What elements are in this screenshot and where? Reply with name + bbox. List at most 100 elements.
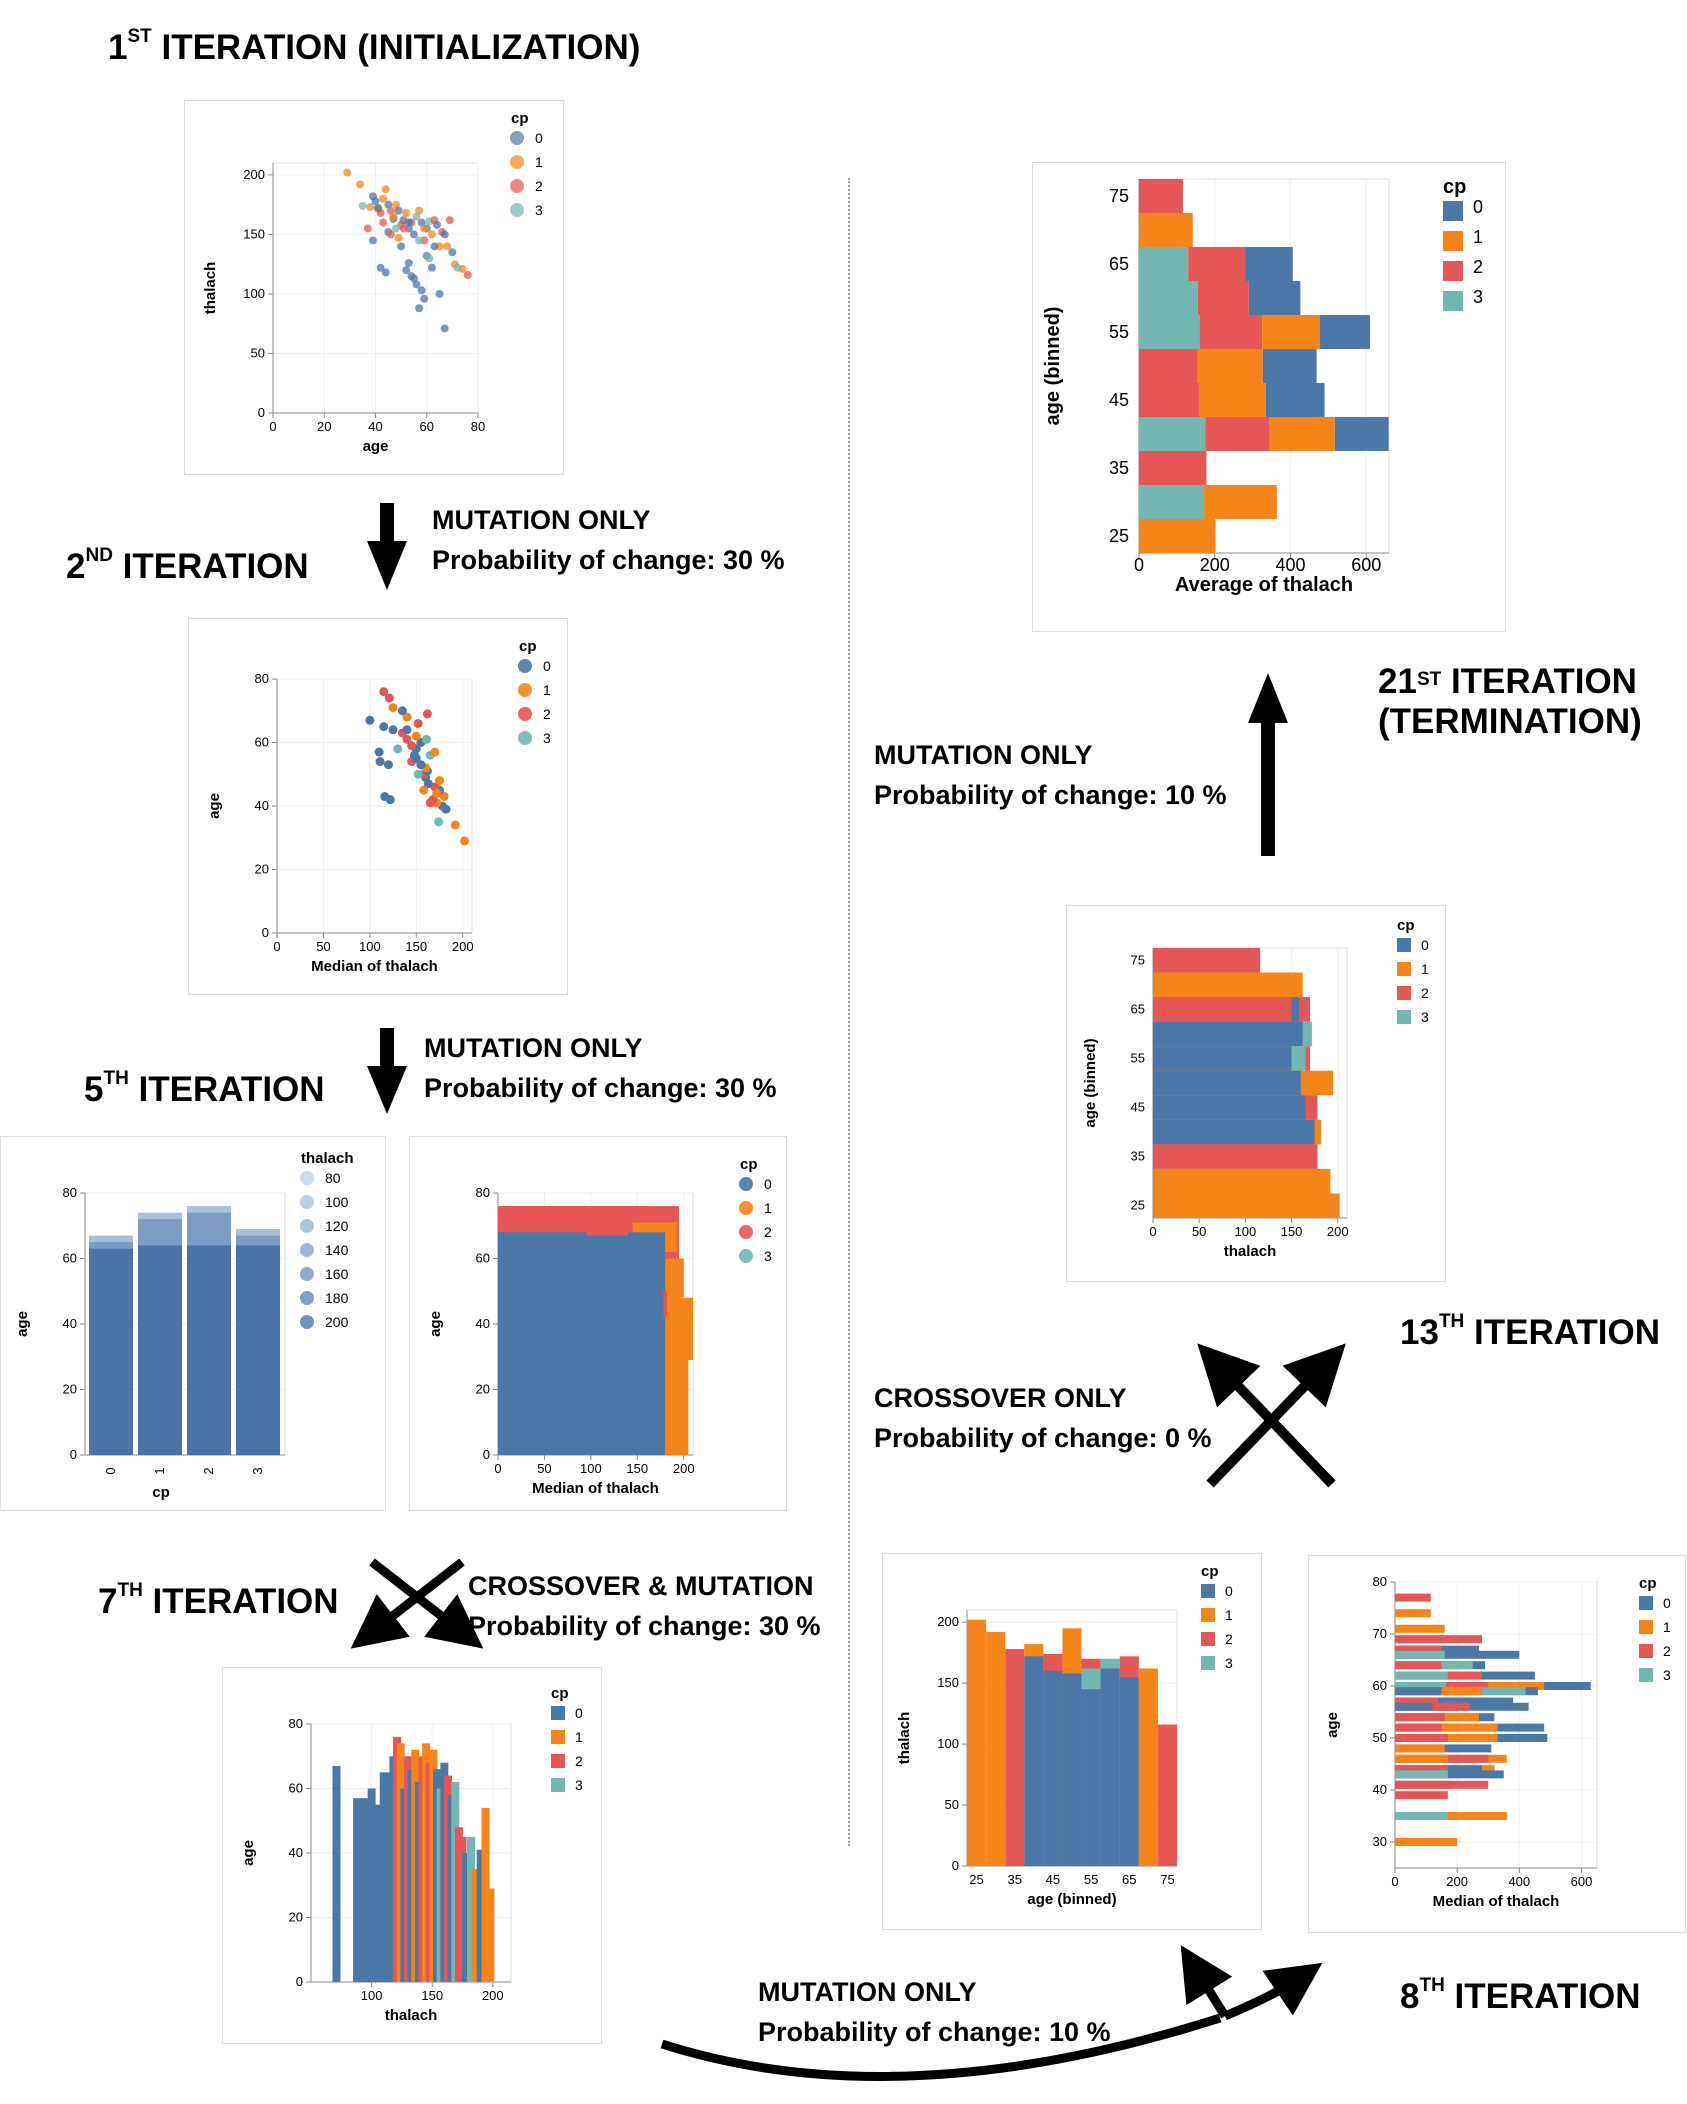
x-tick-label: 3 bbox=[250, 1467, 265, 1474]
operator-label-1: MUTATION ONLY Probability of change: 30 % bbox=[432, 505, 785, 575]
bar bbox=[89, 1248, 133, 1455]
chart-iteration-2: 0 50 100 150 200 0 20 40 60 80 Median of thalach ag… bbox=[188, 618, 568, 995]
x-tick-label: 0 bbox=[1391, 1874, 1398, 1889]
data-point bbox=[427, 230, 436, 239]
data-point bbox=[420, 294, 429, 303]
x-tick-label: 65 bbox=[1122, 1872, 1136, 1887]
legend-swatch bbox=[1443, 201, 1463, 221]
x-tick-label: 150 bbox=[421, 1988, 443, 2003]
legend-label: 100 bbox=[325, 1194, 349, 1210]
y-tick-label: 150 bbox=[243, 226, 265, 241]
bar-segment bbox=[1395, 1838, 1458, 1846]
arrow-down-1 bbox=[367, 503, 407, 590]
y-tick-label: 25 bbox=[1131, 1198, 1145, 1213]
legend: cp 0 1 2 3 bbox=[551, 1685, 583, 1793]
bar-segment bbox=[1334, 417, 1389, 451]
bar-segment bbox=[1188, 247, 1246, 281]
bar-segment bbox=[1395, 1650, 1445, 1659]
legend-swatch bbox=[300, 1315, 314, 1329]
chart-iteration-8-right: 0 200 400 600 30 40 50 60 70 80 Median of thalach a… bbox=[1308, 1555, 1686, 1933]
operator-label-3: CROSSOVER & MUTATION Probability of chang… bbox=[468, 1571, 821, 1641]
data-point bbox=[460, 836, 470, 846]
bar bbox=[471, 1869, 480, 1982]
data-point bbox=[397, 242, 406, 251]
data-point bbox=[404, 259, 413, 267]
legend-swatch bbox=[1639, 1668, 1653, 1682]
legend: thalach 80 100 120 140 160 180 200 bbox=[300, 1150, 354, 1330]
data-point bbox=[379, 218, 388, 227]
y-tick-label: 55 bbox=[1109, 322, 1129, 342]
data-point bbox=[435, 776, 444, 786]
bar-segment bbox=[1205, 417, 1270, 451]
bar-segment bbox=[1395, 1671, 1448, 1680]
data-point bbox=[394, 206, 403, 215]
data-point bbox=[380, 791, 390, 801]
p6-svg: 0 50 100 150 200 thalach 25 35 45 55 65 75 age (binn… bbox=[896, 1563, 1233, 1908]
bar-segment bbox=[1395, 1770, 1448, 1779]
x-tick-label: 0 bbox=[273, 939, 280, 954]
legend-swatch bbox=[1639, 1644, 1653, 1658]
legend-label: 2 bbox=[543, 706, 551, 722]
y-tick-label: 150 bbox=[937, 1675, 959, 1690]
legend-label: 2 bbox=[1421, 985, 1429, 1001]
bar-segment bbox=[1153, 1168, 1331, 1194]
data-point bbox=[389, 212, 398, 221]
data-point bbox=[402, 712, 412, 722]
legend-label: 1 bbox=[1225, 1607, 1233, 1623]
data-point bbox=[379, 687, 389, 697]
bar-segment bbox=[1081, 1689, 1101, 1866]
x-tick-label: 400 bbox=[1508, 1874, 1530, 1889]
legend-label: 200 bbox=[325, 1314, 349, 1330]
x-tick-label: 200 bbox=[452, 939, 474, 954]
legend: cp 0 1 2 3 bbox=[1639, 1575, 1671, 1683]
bar-segment bbox=[1395, 1650, 1520, 1659]
legend-label: 1 bbox=[535, 154, 543, 170]
legend: cp 0 1 2 3 bbox=[1397, 917, 1429, 1025]
y-axis-title: thalach bbox=[202, 262, 219, 315]
legend-swatch bbox=[1397, 1010, 1411, 1024]
x-tick-label: 200 bbox=[673, 1461, 695, 1476]
legend-swatch bbox=[551, 1754, 565, 1768]
data-point bbox=[450, 820, 460, 830]
axes: 0 20 40 60 80 0 50 100 150 200 age thalach bbox=[202, 162, 485, 455]
bar-segment bbox=[1395, 1682, 1447, 1690]
data-point bbox=[399, 224, 408, 233]
legend-swatch bbox=[518, 659, 532, 673]
x-axis-title: age (binned) bbox=[1027, 1891, 1116, 1908]
legend-swatch bbox=[739, 1225, 753, 1239]
x-tick-label: 50 bbox=[316, 939, 330, 954]
legend-swatch bbox=[1443, 231, 1463, 251]
legend-label: 2 bbox=[575, 1753, 583, 1769]
y-axis-title: age bbox=[206, 793, 223, 819]
data-point bbox=[413, 718, 423, 728]
data-point bbox=[409, 274, 418, 283]
bar-segment bbox=[1005, 1649, 1025, 1866]
p1-svg: 0 20 40 60 80 0 50 100 150 200 age thalach cp 0 1 2 3 bbox=[202, 110, 543, 455]
data-point bbox=[375, 757, 385, 767]
legend-swatch bbox=[1397, 962, 1411, 976]
data-point bbox=[413, 769, 423, 779]
y-axis-title: age bbox=[14, 1311, 31, 1337]
x-axis-title: Median of thalach bbox=[311, 958, 438, 975]
legend: cp 0 1 2 3 bbox=[518, 638, 551, 746]
column-divider bbox=[848, 178, 850, 1846]
bar-segment bbox=[1395, 1702, 1433, 1711]
bar-segment bbox=[1139, 417, 1206, 451]
data-point bbox=[419, 785, 429, 795]
legend-swatch bbox=[1201, 1584, 1215, 1598]
y-tick-label: 0 bbox=[262, 925, 269, 940]
legend-title: cp bbox=[511, 110, 529, 127]
data-point bbox=[379, 722, 389, 732]
legend-label: 1 bbox=[575, 1729, 583, 1745]
legend-swatch bbox=[739, 1177, 753, 1191]
data-point bbox=[343, 168, 352, 177]
legend-label: 1 bbox=[1473, 227, 1483, 247]
y-tick-label: 50 bbox=[1373, 1730, 1387, 1745]
x-tick-label: 0 bbox=[103, 1467, 118, 1474]
legend-swatch bbox=[551, 1730, 565, 1744]
y-tick-label: 20 bbox=[63, 1382, 77, 1397]
y-tick-label: 100 bbox=[937, 1736, 959, 1751]
data-point bbox=[371, 197, 380, 206]
